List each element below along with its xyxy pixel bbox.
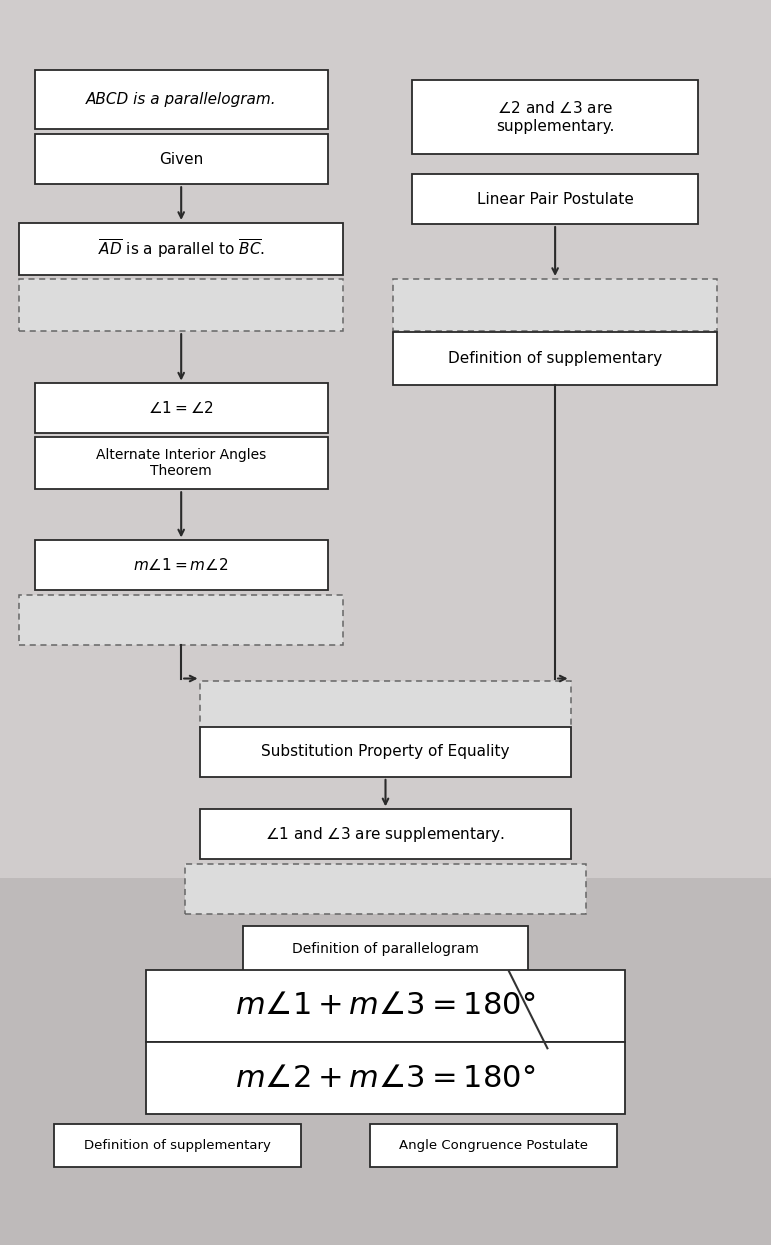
Text: Alternate Interior Angles
Theorem: Alternate Interior Angles Theorem — [96, 448, 266, 478]
Bar — [54, 1124, 301, 1167]
Text: Given: Given — [159, 152, 204, 167]
Text: $m\angle 1 + m\angle 3 = 180°$: $m\angle 1 + m\angle 3 = 180°$ — [235, 991, 536, 1021]
Bar — [185, 864, 586, 914]
Bar — [35, 70, 328, 129]
Bar — [393, 279, 717, 331]
Bar — [200, 681, 571, 728]
Bar — [412, 174, 698, 224]
Text: Definition of parallelogram: Definition of parallelogram — [292, 941, 479, 956]
Bar — [243, 926, 528, 971]
Text: $m\angle 1 = m\angle 2$: $m\angle 1 = m\angle 2$ — [133, 558, 229, 573]
Text: $\angle 1 = \angle 2$: $\angle 1 = \angle 2$ — [148, 401, 214, 416]
Bar — [393, 332, 717, 385]
Text: Substitution Property of Equality: Substitution Property of Equality — [261, 745, 510, 759]
Text: Linear Pair Postulate: Linear Pair Postulate — [476, 192, 634, 207]
Bar — [19, 279, 343, 331]
Bar — [370, 1124, 617, 1167]
Bar — [35, 437, 328, 489]
Text: Definition of supplementary: Definition of supplementary — [448, 351, 662, 366]
Bar — [146, 1042, 625, 1114]
Bar — [0, 0, 771, 878]
Bar — [412, 80, 698, 154]
Bar — [200, 727, 571, 777]
Text: Definition of supplementary: Definition of supplementary — [84, 1139, 271, 1152]
Text: $\overline{AD}$ is a parallel to $\overline{BC}$.: $\overline{AD}$ is a parallel to $\overl… — [98, 238, 264, 260]
Bar — [0, 878, 771, 1245]
Text: ABCD is a parallelogram.: ABCD is a parallelogram. — [86, 92, 277, 107]
Bar — [19, 223, 343, 275]
Bar — [146, 970, 625, 1042]
Bar — [19, 595, 343, 645]
Text: $m\angle 2 + m\angle 3 = 180°$: $m\angle 2 + m\angle 3 = 180°$ — [235, 1063, 536, 1093]
Text: Angle Congruence Postulate: Angle Congruence Postulate — [399, 1139, 588, 1152]
Text: $\angle 2$ and $\angle 3$ are
supplementary.: $\angle 2$ and $\angle 3$ are supplement… — [496, 101, 614, 133]
Text: $\angle 1$ and $\angle 3$ are supplementary.: $\angle 1$ and $\angle 3$ are supplement… — [265, 824, 506, 844]
Bar — [35, 540, 328, 590]
Bar — [35, 134, 328, 184]
Bar — [200, 809, 571, 859]
Bar — [35, 383, 328, 433]
